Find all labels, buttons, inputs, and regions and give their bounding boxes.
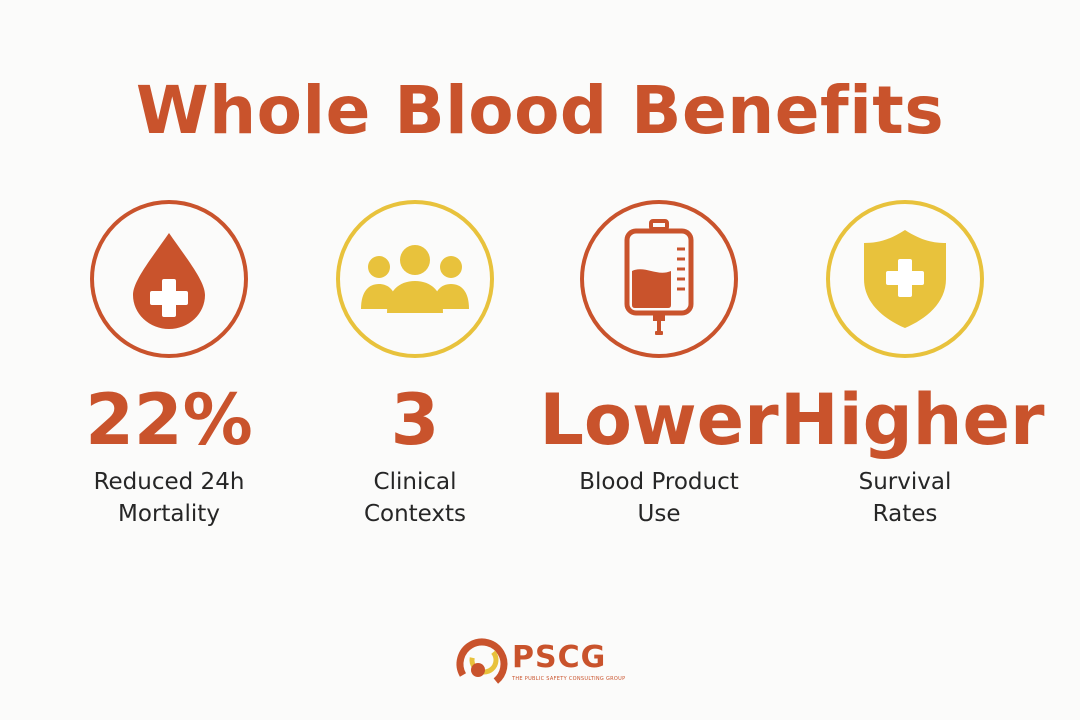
stat-label: Blood Product Use bbox=[579, 469, 739, 527]
stat-value: 3 bbox=[390, 379, 440, 461]
blood-drop-cross-icon bbox=[133, 233, 205, 329]
stat-value: Lower bbox=[539, 379, 779, 461]
stat-label: Reduced 24h Mortality bbox=[93, 469, 245, 527]
logo-tagline: THE PUBLIC SAFETY CONSULTING GROUP bbox=[512, 676, 626, 682]
page-title: Whole Blood Benefits bbox=[135, 72, 945, 149]
stat-icon-ring bbox=[336, 200, 494, 358]
people-group-icon bbox=[361, 245, 469, 313]
stat-clinical-contexts: 3 Clinical Contexts bbox=[290, 200, 540, 530]
logo-wordmark: PSCG bbox=[512, 640, 607, 675]
pscg-logo: PSCG THE PUBLIC SAFETY CONSULTING GROUP bbox=[454, 632, 629, 692]
shield-cross-icon bbox=[864, 230, 946, 328]
stat-value: Higher bbox=[780, 379, 1045, 461]
logo-swirl-icon bbox=[456, 638, 508, 690]
stat-survival-rates: Higher Survival Rates bbox=[780, 200, 1045, 530]
stat-icon-ring bbox=[580, 200, 738, 358]
stat-icon-ring bbox=[90, 200, 248, 358]
stat-blood-product-use: Lower Blood Product Use bbox=[534, 200, 784, 530]
stat-icon-ring bbox=[826, 200, 984, 358]
stat-mortality: 22% Reduced 24h Mortality bbox=[44, 200, 294, 530]
stat-label: Clinical Contexts bbox=[363, 469, 467, 527]
blood-bag-icon bbox=[624, 219, 694, 335]
stat-value: 22% bbox=[85, 379, 253, 461]
stat-label: Survival Rates bbox=[858, 469, 952, 527]
